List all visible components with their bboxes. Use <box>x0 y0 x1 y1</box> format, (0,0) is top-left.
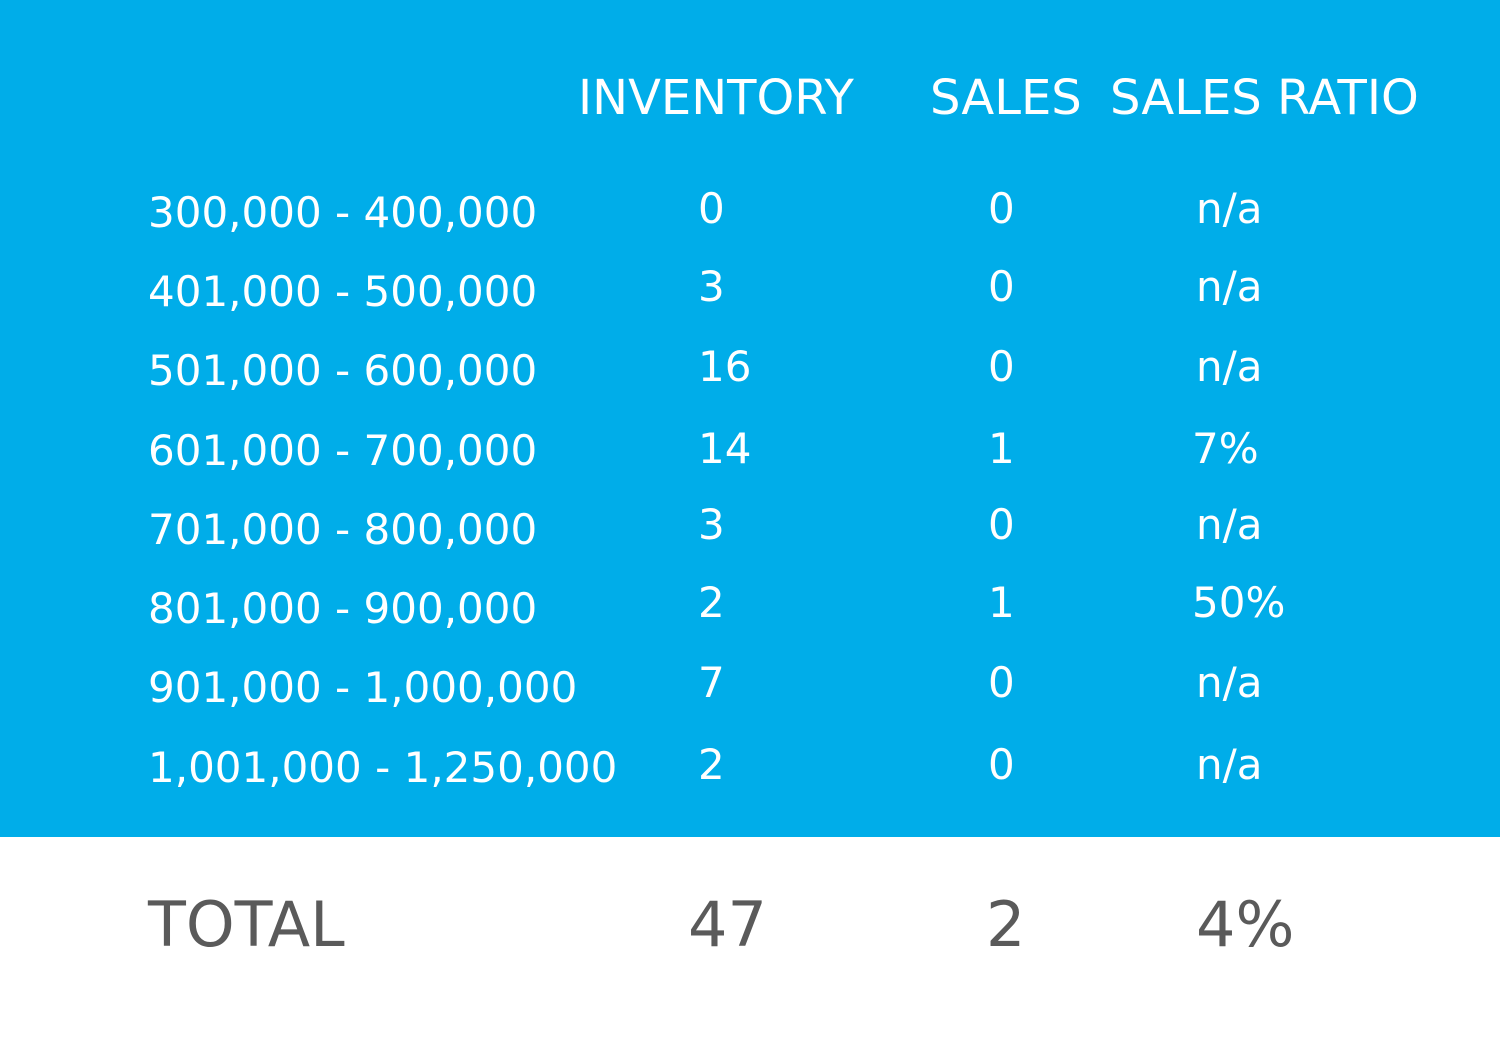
row-range-3: 601,000 - 700,000 <box>148 426 538 475</box>
total-label: TOTAL <box>148 888 345 961</box>
row-inventory-4: 3 <box>698 500 725 549</box>
row-range-0: 300,000 - 400,000 <box>148 188 538 237</box>
row-inventory-6: 7 <box>698 658 725 707</box>
row-ratio-2: n/a <box>1196 342 1263 391</box>
row-sales-1: 0 <box>988 262 1015 311</box>
row-ratio-3: 7% <box>1192 424 1259 473</box>
row-inventory-0: 0 <box>698 184 725 233</box>
total-panel <box>0 837 1500 1050</box>
row-inventory-7: 2 <box>698 740 725 789</box>
row-inventory-1: 3 <box>698 262 725 311</box>
column-header-sales: SALES <box>930 70 1082 126</box>
row-inventory-5: 2 <box>698 578 725 627</box>
row-range-5: 801,000 - 900,000 <box>148 584 538 633</box>
row-inventory-2: 16 <box>698 342 752 391</box>
row-range-2: 501,000 - 600,000 <box>148 346 538 395</box>
row-range-6: 901,000 - 1,000,000 <box>148 663 578 712</box>
row-sales-6: 0 <box>988 658 1015 707</box>
total-ratio: 4% <box>1196 888 1295 961</box>
row-inventory-3: 14 <box>698 424 752 473</box>
row-ratio-0: n/a <box>1196 184 1263 233</box>
row-sales-7: 0 <box>988 740 1015 789</box>
row-range-1: 401,000 - 500,000 <box>148 267 538 316</box>
row-ratio-5: 50% <box>1192 578 1286 627</box>
row-ratio-6: n/a <box>1196 658 1263 707</box>
row-sales-4: 0 <box>988 500 1015 549</box>
row-sales-5: 1 <box>988 578 1015 627</box>
row-sales-3: 1 <box>988 424 1015 473</box>
row-range-7: 1,001,000 - 1,250,000 <box>148 743 618 792</box>
row-range-4: 701,000 - 800,000 <box>148 505 538 554</box>
column-header-inventory: INVENTORY <box>578 70 854 126</box>
row-ratio-1: n/a <box>1196 262 1263 311</box>
table-body-panel <box>0 0 1500 837</box>
total-sales: 2 <box>986 888 1026 961</box>
total-inventory: 47 <box>688 888 767 961</box>
row-ratio-4: n/a <box>1196 500 1263 549</box>
row-ratio-7: n/a <box>1196 740 1263 789</box>
row-sales-0: 0 <box>988 184 1015 233</box>
row-sales-2: 0 <box>988 342 1015 391</box>
column-header-sales-ratio: SALES RATIO <box>1110 70 1419 126</box>
